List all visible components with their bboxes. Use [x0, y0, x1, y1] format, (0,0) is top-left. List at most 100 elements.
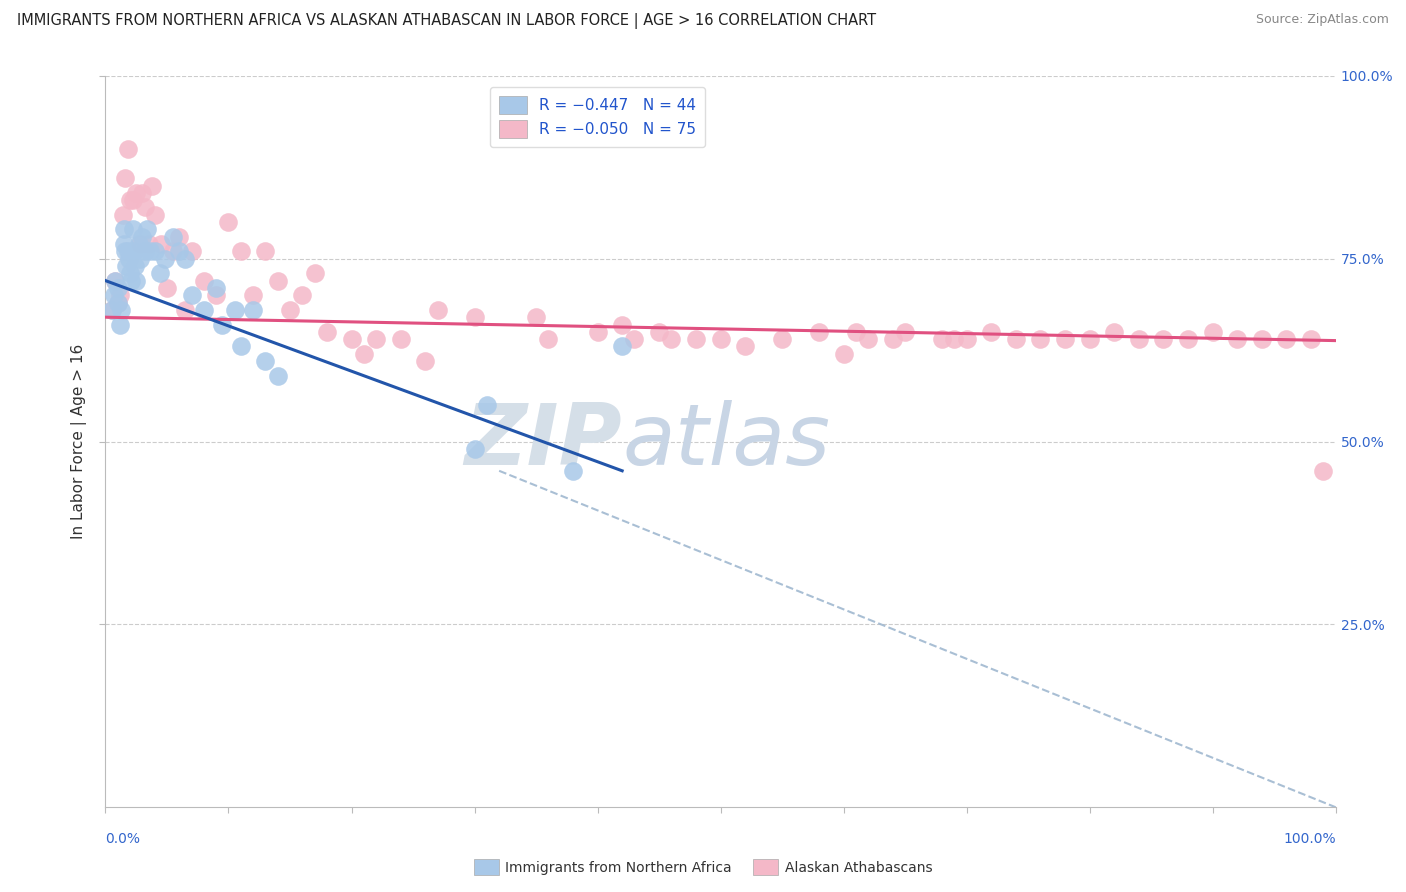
Point	[1102, 325, 1125, 339]
Point	[110, 302, 132, 317]
Point	[120, 266, 141, 280]
Point	[882, 332, 904, 346]
Point	[107, 295, 129, 310]
Point	[114, 244, 136, 259]
Point	[110, 288, 132, 302]
Point	[131, 229, 153, 244]
Point	[858, 332, 880, 346]
Point	[153, 252, 176, 266]
Point	[218, 215, 240, 229]
Point	[943, 332, 966, 346]
Point	[107, 281, 129, 295]
Point	[415, 354, 437, 368]
Point	[162, 244, 184, 259]
Point	[229, 244, 252, 259]
Text: atlas: atlas	[621, 400, 830, 483]
Point	[685, 332, 707, 346]
Point	[128, 237, 150, 252]
Point	[734, 339, 756, 353]
Point	[278, 302, 301, 317]
Point	[1275, 332, 1298, 346]
Point	[475, 398, 498, 412]
Point	[193, 274, 215, 288]
Point	[426, 302, 449, 317]
Point	[1202, 325, 1225, 339]
Point	[1054, 332, 1077, 346]
Point	[138, 237, 160, 252]
Y-axis label: In Labor Force | Age > 16: In Labor Force | Age > 16	[70, 344, 87, 539]
Point	[623, 332, 645, 346]
Point	[180, 244, 202, 259]
Point	[104, 274, 127, 288]
Point	[174, 302, 197, 317]
Point	[125, 274, 148, 288]
Point	[180, 288, 202, 302]
Point	[114, 171, 136, 186]
Point	[112, 237, 135, 252]
Point	[143, 208, 166, 222]
Point	[464, 310, 486, 325]
Point	[661, 332, 683, 346]
Point	[524, 310, 547, 325]
Text: 100.0%: 100.0%	[1284, 832, 1336, 847]
Point	[134, 201, 156, 215]
Text: ZIP: ZIP	[464, 400, 621, 483]
Point	[141, 178, 163, 193]
Point	[211, 318, 233, 332]
Point	[136, 222, 159, 236]
Text: 0.0%: 0.0%	[105, 832, 141, 847]
Point	[1226, 332, 1249, 346]
Point	[770, 332, 793, 346]
Point	[353, 347, 375, 361]
Point	[267, 274, 290, 288]
Point	[1312, 464, 1334, 478]
Point	[111, 208, 134, 222]
Point	[537, 332, 560, 346]
Point	[254, 354, 277, 368]
Point	[648, 325, 671, 339]
Point	[1153, 332, 1175, 346]
Text: IMMIGRANTS FROM NORTHERN AFRICA VS ALASKAN ATHABASCAN IN LABOR FORCE | AGE > 16 : IMMIGRANTS FROM NORTHERN AFRICA VS ALASK…	[17, 13, 876, 29]
Point	[464, 442, 486, 456]
Point	[120, 193, 141, 207]
Point	[315, 325, 337, 339]
Point	[112, 222, 135, 236]
Point	[291, 288, 314, 302]
Point	[110, 318, 132, 332]
Point	[1128, 332, 1150, 346]
Point	[125, 186, 148, 200]
Point	[931, 332, 953, 346]
Point	[129, 252, 152, 266]
Point	[138, 244, 162, 259]
Point	[174, 252, 197, 266]
Point	[366, 332, 388, 346]
Point	[162, 229, 184, 244]
Point	[1078, 332, 1101, 346]
Point	[149, 237, 172, 252]
Point	[193, 302, 215, 317]
Point	[149, 266, 172, 280]
Point	[1029, 332, 1052, 346]
Point	[956, 332, 979, 346]
Point	[121, 222, 143, 236]
Point	[122, 244, 145, 259]
Point	[845, 325, 868, 339]
Point	[100, 302, 122, 317]
Point	[894, 325, 917, 339]
Point	[134, 244, 156, 259]
Point	[129, 237, 152, 252]
Point	[224, 302, 246, 317]
Point	[586, 325, 609, 339]
Legend: Immigrants from Northern Africa, Alaskan Athabascans: Immigrants from Northern Africa, Alaskan…	[468, 854, 938, 880]
Point	[340, 332, 363, 346]
Point	[124, 259, 146, 273]
Point	[229, 339, 252, 353]
Point	[156, 281, 179, 295]
Point	[169, 244, 191, 259]
Point	[117, 244, 139, 259]
Point	[242, 288, 264, 302]
Point	[103, 288, 125, 302]
Point	[120, 274, 142, 288]
Point	[104, 274, 127, 288]
Point	[832, 347, 855, 361]
